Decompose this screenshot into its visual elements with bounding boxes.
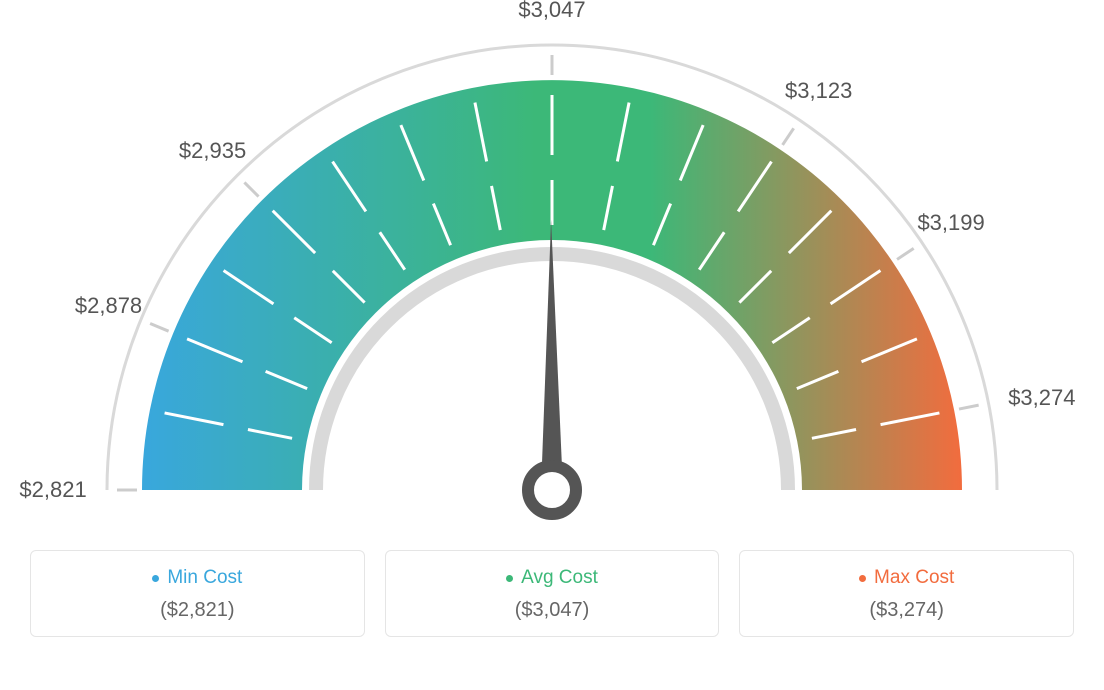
- gauge-chart: $2,821 $2,878 $2,935 $3,047 $3,123 $3,199 $3,2…: [0, 0, 1104, 560]
- max-cost-value: ($3,274): [752, 599, 1061, 622]
- avg-cost-card: Avg Cost ($3,047): [385, 550, 720, 637]
- avg-cost-label: Avg Cost: [506, 567, 598, 589]
- gauge-tick-label: $2,821: [19, 477, 86, 503]
- gauge-tick-label: $3,123: [785, 78, 852, 104]
- min-cost-value: ($2,821): [43, 599, 352, 622]
- avg-cost-value: ($3,047): [398, 599, 707, 622]
- summary-cards: Min Cost ($2,821) Avg Cost ($3,047) Max …: [0, 550, 1104, 637]
- gauge-tick-label: $3,199: [917, 210, 984, 236]
- max-cost-label-text: Max Cost: [874, 567, 954, 589]
- max-cost-card: Max Cost ($3,274): [739, 550, 1074, 637]
- gauge-tick-label: $2,935: [179, 138, 246, 164]
- min-cost-label: Min Cost: [152, 567, 242, 589]
- min-cost-label-text: Min Cost: [167, 567, 242, 589]
- gauge-tick-label: $3,274: [1008, 385, 1075, 411]
- avg-cost-label-text: Avg Cost: [521, 567, 598, 589]
- max-cost-label: Max Cost: [859, 567, 954, 589]
- gauge-svg: [0, 0, 1104, 560]
- gauge-tick-label: $2,878: [75, 293, 142, 319]
- min-cost-card: Min Cost ($2,821): [30, 550, 365, 637]
- gauge-tick-label: $3,047: [518, 0, 585, 23]
